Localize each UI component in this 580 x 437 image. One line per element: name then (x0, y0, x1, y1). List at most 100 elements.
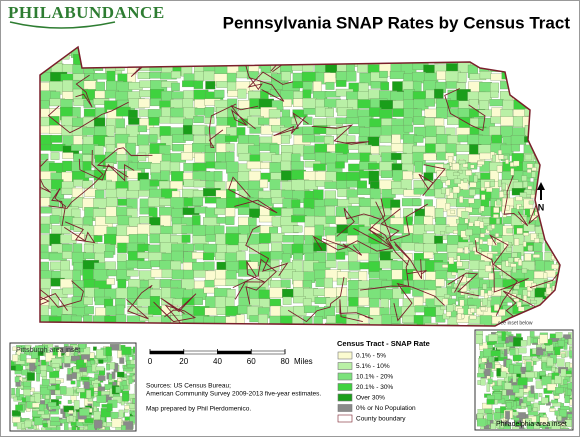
tract (549, 408, 556, 412)
tract (543, 272, 548, 279)
logo-swoosh (9, 21, 116, 29)
tract (506, 402, 512, 409)
legend-swatch (337, 393, 353, 402)
tract (571, 427, 572, 429)
tract (126, 364, 135, 368)
tract (462, 163, 468, 168)
tract (523, 224, 535, 232)
tract (554, 410, 559, 416)
tract (423, 153, 437, 161)
tract (204, 107, 215, 118)
tract (571, 371, 572, 377)
tract (12, 354, 19, 362)
tract (477, 160, 485, 165)
tract (226, 161, 239, 174)
tract (509, 364, 514, 374)
tract (33, 393, 41, 403)
tract (71, 197, 85, 208)
tract (55, 426, 61, 430)
tract (83, 252, 96, 260)
tract (325, 81, 335, 90)
tract (180, 152, 193, 161)
tract (531, 167, 537, 172)
tract (526, 163, 533, 169)
tract (390, 251, 405, 260)
tract (530, 233, 537, 241)
legend-swatch (337, 351, 353, 360)
tract (171, 82, 180, 91)
tract (16, 394, 25, 401)
tract (115, 386, 121, 394)
tract (117, 170, 128, 182)
tract (149, 296, 160, 308)
tract (302, 134, 315, 143)
tract (551, 264, 559, 270)
legend-label: 0% or No Population (356, 405, 416, 412)
county-boundary (273, 112, 309, 137)
tract (159, 206, 174, 217)
tract (46, 361, 50, 366)
tract (78, 344, 86, 349)
state-outline (39, 45, 561, 327)
tract (95, 366, 105, 371)
tract (568, 350, 572, 357)
tract (335, 161, 345, 169)
tract (493, 412, 501, 420)
tract (561, 353, 566, 358)
tract (117, 378, 122, 382)
tract (99, 386, 106, 391)
tract (413, 135, 424, 143)
tract (424, 224, 435, 232)
tract (539, 417, 548, 426)
county-boundary (529, 258, 560, 289)
tract (501, 182, 506, 190)
tract (346, 70, 357, 82)
tract (95, 81, 105, 92)
tract (457, 72, 467, 83)
legend-title: Census Tract - SNAP Rate (337, 339, 430, 348)
tract (532, 407, 538, 412)
tract (40, 370, 47, 377)
tract (169, 116, 186, 124)
tract (14, 376, 20, 383)
tract (132, 354, 135, 360)
tract (527, 291, 531, 297)
tract (512, 426, 520, 429)
scale-segment (149, 350, 184, 355)
scale-label: 0 (148, 357, 153, 366)
tract (23, 389, 31, 396)
tract (506, 228, 513, 234)
tract (541, 343, 546, 349)
tract (546, 357, 554, 367)
tract (214, 89, 225, 98)
tract (479, 239, 483, 245)
north-arrow: N (537, 182, 545, 212)
county-boundary (40, 158, 52, 203)
tract (225, 151, 235, 163)
tract (94, 162, 104, 172)
tract (303, 108, 317, 115)
tract (64, 362, 71, 368)
tract (488, 356, 493, 363)
tract (291, 215, 307, 223)
tract (458, 160, 466, 165)
tract (509, 348, 516, 356)
county-boundary (232, 260, 265, 300)
tract (551, 367, 556, 372)
tract (479, 315, 492, 326)
tract (494, 343, 505, 348)
tract (72, 217, 83, 226)
tract (534, 392, 539, 400)
county-boundary (51, 188, 66, 227)
county-boundary (64, 221, 96, 244)
tract (62, 160, 73, 172)
tract (446, 81, 458, 89)
tract (203, 70, 215, 81)
tract (126, 142, 136, 155)
tract (498, 427, 507, 429)
tract (181, 234, 191, 243)
tract (137, 260, 152, 269)
tract (49, 196, 60, 208)
tract (468, 222, 474, 227)
tract (126, 269, 139, 277)
